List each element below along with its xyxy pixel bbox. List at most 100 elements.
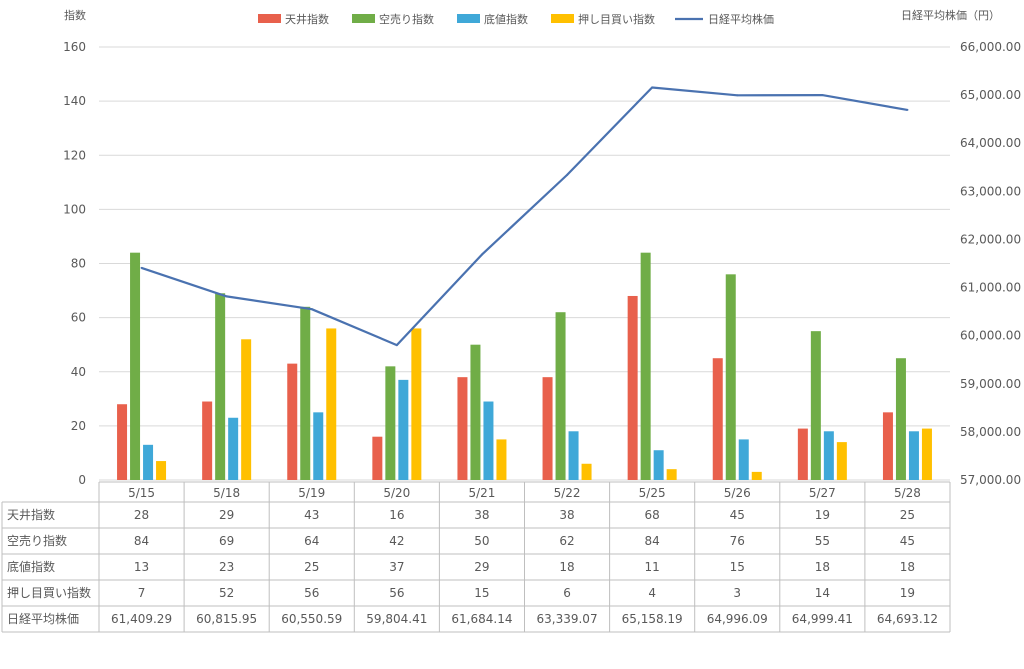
line-point <box>651 86 654 89</box>
line-series <box>140 86 909 347</box>
y2-tick-label: 62,000.00 <box>960 232 1021 246</box>
y2-tick-label: 58,000.00 <box>960 425 1021 439</box>
table-cell: 16 <box>389 508 404 522</box>
table-cell: 38 <box>559 508 574 522</box>
line-point <box>225 295 228 298</box>
y2-tick-label: 65,000.00 <box>960 88 1021 102</box>
table-cell: 63,339.07 <box>537 612 598 626</box>
bar <box>581 463 592 480</box>
bar <box>326 328 337 480</box>
bar <box>751 471 762 480</box>
y-tick-label: 140 <box>63 94 86 108</box>
table-cell: 23 <box>219 560 234 574</box>
table-cell: 18 <box>900 560 915 574</box>
bar <box>810 331 821 480</box>
legend: 天井指数 空売り指数 底値指数 押し目買い指数 日経平均株価 <box>258 12 774 26</box>
bar <box>542 377 553 480</box>
bar <box>836 442 847 480</box>
x-tick-label: 5/28 <box>894 486 921 500</box>
line-point <box>395 344 398 347</box>
legend-label: 天井指数 <box>285 12 329 26</box>
bar <box>470 344 481 480</box>
legend-label: 底値指数 <box>484 12 528 26</box>
table-cell: 61,409.29 <box>111 612 172 626</box>
gridlines <box>99 46 950 481</box>
table-cell: 28 <box>134 508 149 522</box>
y2-tick-label: 61,000.00 <box>960 281 1021 295</box>
legend-swatch <box>551 14 574 23</box>
table-cell: 13 <box>134 560 149 574</box>
line-point <box>480 253 483 256</box>
table-cell: 42 <box>389 534 404 548</box>
bar <box>202 401 213 480</box>
table-cell: 59,804.41 <box>366 612 427 626</box>
table-cell: 18 <box>559 560 574 574</box>
table-cell: 61,684.14 <box>451 612 512 626</box>
legend-label: 空売り指数 <box>379 12 434 26</box>
bar <box>568 431 579 480</box>
legend-label: 押し目買い指数 <box>578 12 655 26</box>
bar <box>712 358 723 480</box>
table-cell: 4 <box>648 586 656 600</box>
bar <box>666 469 677 480</box>
bar <box>398 379 409 480</box>
bar <box>627 295 638 480</box>
table-cell: 60,550.59 <box>281 612 342 626</box>
bar <box>823 431 834 480</box>
table-cell: 68 <box>645 508 660 522</box>
bar <box>130 252 141 480</box>
table-cell: 84 <box>645 534 660 548</box>
bar <box>496 439 507 480</box>
table-cell: 56 <box>304 586 319 600</box>
bar <box>228 417 239 480</box>
y-tick-label: 120 <box>63 148 86 162</box>
bar <box>921 428 932 480</box>
bar <box>215 293 226 480</box>
table-cell: 19 <box>815 508 830 522</box>
bar <box>483 401 494 480</box>
table-cell: 64,996.09 <box>707 612 768 626</box>
x-tick-label: 5/20 <box>383 486 410 500</box>
line-point <box>310 308 313 311</box>
line-point <box>566 174 569 177</box>
table-cell: 15 <box>474 586 489 600</box>
table-cell: 60,815.95 <box>196 612 257 626</box>
x-tick-label: 5/19 <box>298 486 325 500</box>
table-cell: 76 <box>730 534 745 548</box>
table-cell: 84 <box>134 534 149 548</box>
line-point <box>906 108 909 111</box>
y2-tick-label: 57,000.00 <box>960 473 1021 487</box>
table-row-header: 空売り指数 <box>7 533 67 548</box>
bar <box>117 404 128 480</box>
bar <box>908 431 919 480</box>
line-point <box>736 94 739 97</box>
y-tick-label: 0 <box>78 473 86 487</box>
x-tick-label: 5/15 <box>128 486 155 500</box>
table-cell: 50 <box>474 534 489 548</box>
bar <box>895 358 906 480</box>
x-tick-label: 5/27 <box>809 486 836 500</box>
bar <box>300 306 311 480</box>
table-row-header: 押し目買い指数 <box>7 585 91 600</box>
table-cell: 64,693.12 <box>877 612 938 626</box>
x-tick-label: 5/26 <box>724 486 751 500</box>
bar <box>313 412 324 480</box>
line-point <box>821 94 824 97</box>
y2-axis-title: 日経平均株価（円） <box>901 8 1000 22</box>
table-cell: 7 <box>138 586 146 600</box>
table-cell: 25 <box>900 508 915 522</box>
y2-tick-label: 63,000.00 <box>960 184 1021 198</box>
table-cell: 18 <box>815 560 830 574</box>
table-cell: 37 <box>389 560 404 574</box>
line-point <box>140 266 143 269</box>
table-cell: 64 <box>304 534 319 548</box>
table-cell: 64,999.41 <box>792 612 853 626</box>
table-cell: 29 <box>219 508 234 522</box>
data-table: 5/15 5/18 5/19 5/20 5/21 5/22 5/25 5/26 5/27 5/28… <box>1 481 951 633</box>
axes: 0 20 40 60 80 100 120 140 160 57,000.00 58,000.00 5… <box>63 8 1021 487</box>
bar <box>143 444 154 480</box>
bar <box>882 412 893 480</box>
table-row-header: 底値指数 <box>7 559 55 574</box>
x-tick-label: 5/21 <box>468 486 495 500</box>
